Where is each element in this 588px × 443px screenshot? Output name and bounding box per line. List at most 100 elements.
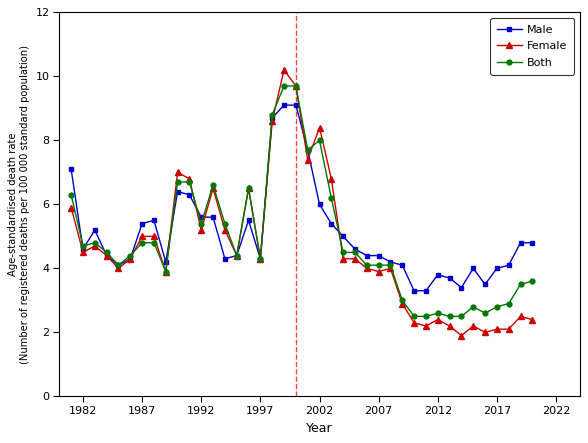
- Both: [328, 195, 335, 201]
- Female: [505, 326, 512, 332]
- Both: [446, 314, 453, 319]
- Male: [198, 214, 205, 220]
- Y-axis label: Age-standardised death rate
(Number of registered deaths per 100 000 standard po: Age-standardised death rate (Number of r…: [8, 45, 30, 364]
- Female: [517, 314, 524, 319]
- Both: [68, 192, 75, 198]
- Female: [221, 227, 228, 233]
- Both: [352, 250, 359, 255]
- Female: [529, 317, 536, 322]
- Both: [257, 256, 264, 261]
- Male: [482, 282, 489, 287]
- Both: [292, 83, 299, 89]
- Female: [446, 323, 453, 329]
- Female: [151, 234, 158, 239]
- Male: [363, 253, 370, 258]
- Female: [103, 253, 110, 258]
- Male: [352, 246, 359, 252]
- Male: [375, 253, 382, 258]
- Female: [470, 323, 477, 329]
- Both: [91, 240, 98, 245]
- Both: [458, 314, 465, 319]
- Female: [139, 234, 146, 239]
- Line: Male: Male: [69, 103, 535, 293]
- Both: [162, 269, 169, 274]
- Male: [162, 259, 169, 264]
- Both: [493, 304, 500, 309]
- X-axis label: Year: Year: [306, 422, 333, 435]
- Both: [139, 240, 146, 245]
- Male: [280, 102, 288, 108]
- Both: [410, 314, 417, 319]
- Male: [328, 221, 335, 226]
- Both: [434, 311, 441, 316]
- Both: [233, 253, 240, 258]
- Female: [304, 157, 311, 162]
- Male: [505, 263, 512, 268]
- Female: [375, 269, 382, 274]
- Both: [115, 263, 122, 268]
- Female: [340, 256, 347, 261]
- Male: [410, 288, 417, 293]
- Both: [482, 311, 489, 316]
- Female: [328, 176, 335, 182]
- Male: [434, 272, 441, 277]
- Female: [410, 320, 417, 326]
- Both: [304, 147, 311, 152]
- Male: [103, 253, 110, 258]
- Both: [127, 253, 134, 258]
- Female: [233, 253, 240, 258]
- Female: [127, 256, 134, 261]
- Both: [79, 243, 86, 249]
- Both: [517, 282, 524, 287]
- Female: [387, 266, 394, 271]
- Male: [493, 266, 500, 271]
- Both: [505, 301, 512, 306]
- Male: [446, 275, 453, 280]
- Both: [221, 221, 228, 226]
- Male: [115, 263, 122, 268]
- Male: [517, 240, 524, 245]
- Both: [103, 250, 110, 255]
- Female: [162, 269, 169, 274]
- Female: [209, 186, 216, 191]
- Female: [174, 170, 181, 175]
- Both: [174, 179, 181, 185]
- Female: [91, 243, 98, 249]
- Male: [422, 288, 429, 293]
- Male: [174, 189, 181, 194]
- Both: [151, 240, 158, 245]
- Female: [292, 83, 299, 89]
- Female: [399, 301, 406, 306]
- Both: [470, 304, 477, 309]
- Male: [387, 259, 394, 264]
- Both: [375, 263, 382, 268]
- Male: [245, 218, 252, 223]
- Female: [434, 317, 441, 322]
- Male: [529, 240, 536, 245]
- Male: [257, 256, 264, 261]
- Both: [363, 263, 370, 268]
- Female: [269, 118, 276, 124]
- Male: [127, 256, 134, 261]
- Female: [482, 330, 489, 335]
- Both: [422, 314, 429, 319]
- Female: [115, 266, 122, 271]
- Both: [316, 138, 323, 143]
- Both: [340, 250, 347, 255]
- Both: [198, 221, 205, 226]
- Both: [269, 112, 276, 117]
- Male: [316, 202, 323, 207]
- Male: [269, 115, 276, 120]
- Male: [221, 256, 228, 261]
- Both: [387, 263, 394, 268]
- Male: [304, 147, 311, 152]
- Both: [245, 186, 252, 191]
- Male: [68, 167, 75, 172]
- Both: [399, 298, 406, 303]
- Male: [91, 227, 98, 233]
- Legend: Male, Female, Both: Male, Female, Both: [490, 18, 574, 74]
- Male: [139, 221, 146, 226]
- Female: [79, 250, 86, 255]
- Male: [79, 246, 86, 252]
- Line: Female: Female: [68, 67, 535, 338]
